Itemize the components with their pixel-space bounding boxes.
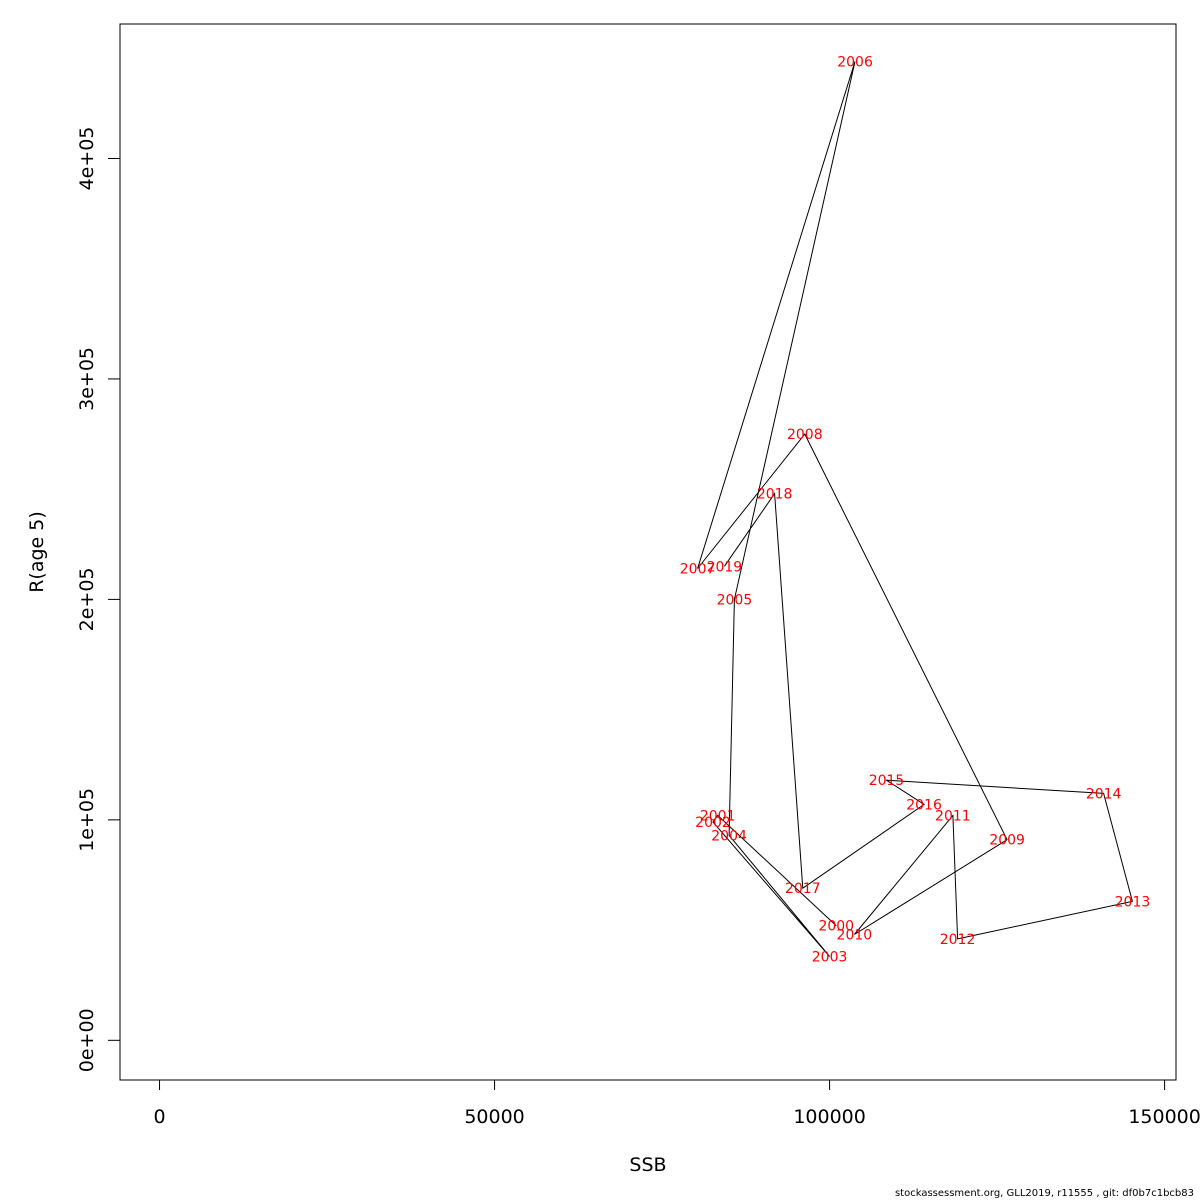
point-label-2019: 2019 [707, 559, 743, 575]
point-label-2000: 2000 [818, 919, 854, 935]
y-tick-label: 3e+05 [76, 347, 98, 411]
point-label-2008: 2008 [787, 427, 823, 443]
plot-frame [119, 23, 1177, 1081]
footer-credit: stockassessment.org, GLL2019, r11555 , g… [894, 1188, 1194, 1199]
point-label-2017: 2017 [785, 881, 821, 897]
x-axis: 0 50000 100000 150000 [153, 1079, 1200, 1128]
point-label-2016: 2016 [906, 797, 942, 813]
point-label-2004: 2004 [711, 828, 747, 844]
point-label-2018: 2018 [757, 487, 793, 503]
x-axis-title: SSB [629, 1154, 666, 1176]
y-tick-label: 0e+00 [76, 1008, 98, 1072]
x-tick-label: 100000 [793, 1106, 866, 1128]
y-tick-label: 1e+05 [76, 788, 98, 852]
point-label-2002: 2002 [695, 815, 731, 831]
x-tick-label: 50000 [464, 1106, 524, 1128]
point-label-2010: 2010 [837, 927, 873, 943]
y-tick-label: 2e+05 [76, 567, 98, 631]
series-path [697, 61, 1134, 957]
point-label-2015: 2015 [869, 773, 905, 789]
y-tick-label: 4e+05 [76, 127, 98, 191]
y-axis: 0e+00 1e+05 2e+05 3e+05 4e+05 [76, 127, 121, 1072]
point-label-2001: 2001 [700, 808, 736, 824]
point-label-2003: 2003 [812, 950, 848, 966]
x-tick-label: 0 [153, 1106, 165, 1128]
point-label-2005: 2005 [717, 592, 753, 608]
y-axis-title: R(age 5) [26, 511, 48, 593]
point-label-2007: 2007 [680, 562, 716, 578]
point-label-2013: 2013 [1115, 894, 1151, 910]
series-line [697, 61, 1134, 957]
point-label-2009: 2009 [989, 833, 1025, 849]
point-label-2006: 2006 [837, 54, 873, 70]
point-label-2011: 2011 [935, 808, 971, 824]
point-label-2014: 2014 [1086, 786, 1122, 802]
x-tick-label: 150000 [1128, 1106, 1200, 1128]
point-label-2012: 2012 [940, 932, 976, 948]
